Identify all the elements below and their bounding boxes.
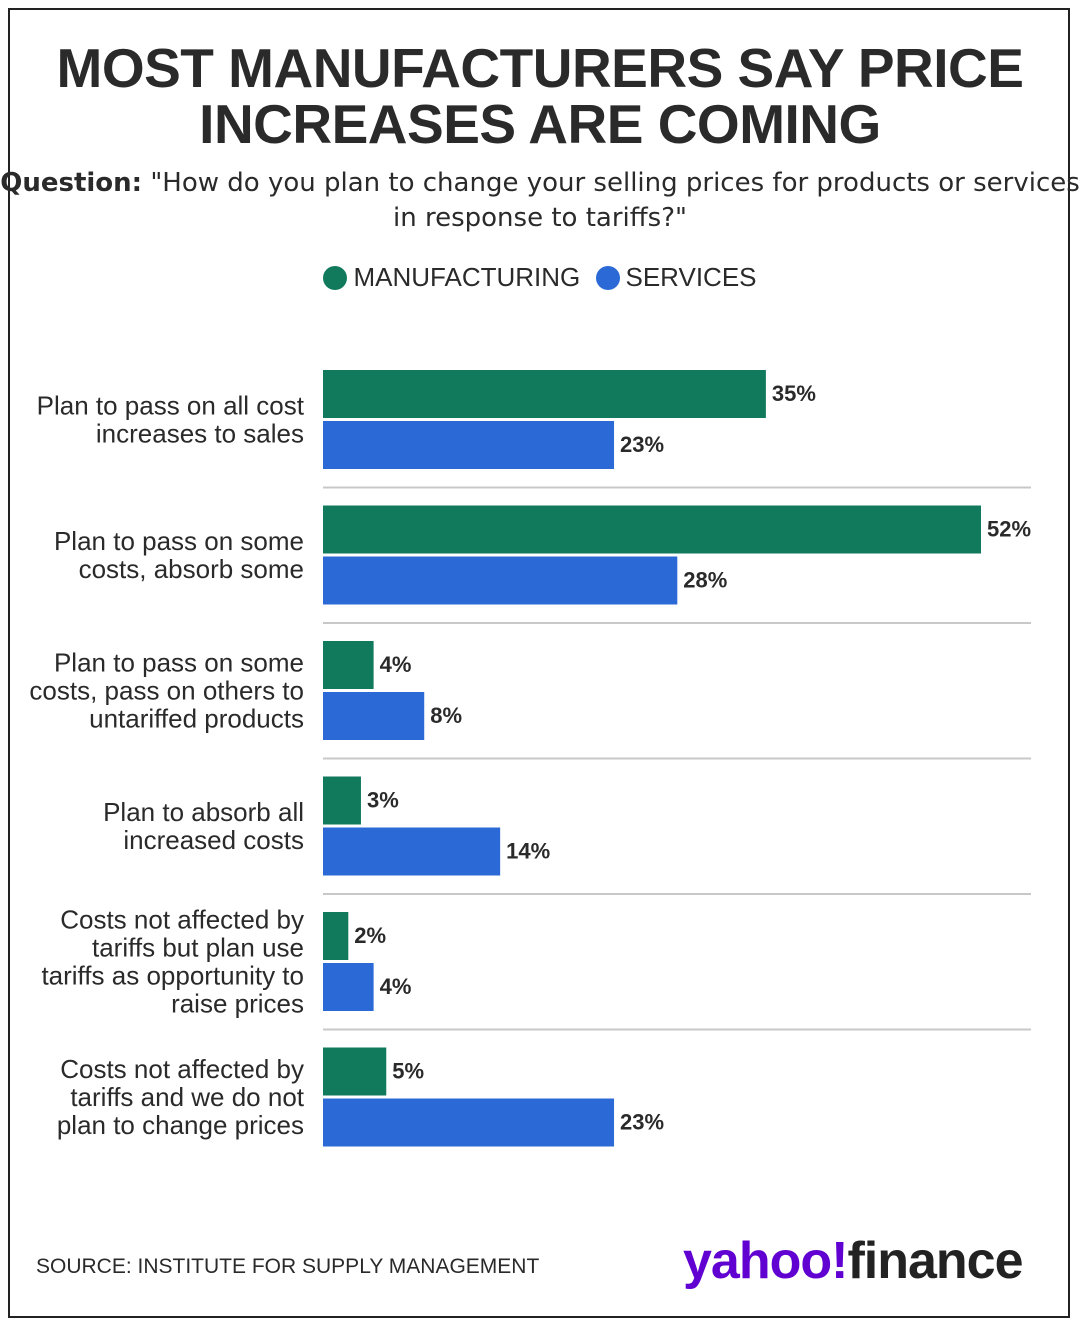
- legend-item-services: SERVICES: [595, 262, 757, 293]
- data-label: 23%: [620, 1110, 664, 1135]
- logo-yahoo: yahoo!: [683, 1232, 848, 1290]
- legend-item-manufacturing: MANUFACTURING: [323, 262, 580, 293]
- category-label: Costs not affected by: [60, 1054, 304, 1084]
- category-label: untariffed products: [89, 704, 304, 734]
- bar-manufacturing: [323, 776, 361, 825]
- chart-title-line-2: INCREASES ARE COMING: [199, 93, 881, 155]
- chart-title-line-1: MOST MANUFACTURERS SAY PRICE: [56, 37, 1024, 99]
- legend-label-services: SERVICES: [625, 262, 757, 292]
- bar-services: [323, 827, 501, 876]
- bar-services: [323, 963, 374, 1011]
- source-note: SOURCE: INSTITUTE FOR SUPPLY MANAGEMENT: [36, 1255, 540, 1278]
- question-subtitle: Question: "How do you plan to change you…: [0, 166, 1080, 236]
- category-label: plan to change prices: [57, 1110, 304, 1140]
- category-label: Plan to absorb all: [103, 797, 304, 827]
- category-label: Costs not affected by: [60, 905, 304, 935]
- question-text: "How do you plan to change your selling …: [150, 168, 1080, 233]
- bar-services: [323, 556, 678, 605]
- legend-swatch-services: [595, 265, 620, 290]
- data-label: 52%: [987, 517, 1031, 542]
- category-label: Plan to pass on some: [54, 648, 304, 678]
- data-label: 8%: [430, 703, 462, 728]
- bar-manufacturing: [323, 641, 374, 689]
- category-label: costs, absorb some: [79, 554, 304, 584]
- category-label: tariffs but plan use: [92, 933, 304, 963]
- bar-manufacturing: [323, 1047, 387, 1096]
- chart-legend: MANUFACTURING SERVICES: [0, 262, 1080, 297]
- data-label: 2%: [354, 923, 386, 948]
- data-label: 35%: [772, 381, 816, 406]
- data-label: 14%: [506, 839, 550, 864]
- bar-services: [323, 692, 425, 740]
- category-label: raise prices: [171, 989, 304, 1019]
- logo-finance: finance: [847, 1232, 1023, 1290]
- legend-swatch-manufacturing: [323, 265, 348, 290]
- bar-manufacturing: [323, 912, 349, 960]
- bar-manufacturing: [323, 505, 981, 554]
- question-label: Question:: [0, 168, 143, 198]
- category-label: Plan to pass on all cost: [37, 391, 305, 421]
- category-label: costs, pass on others to: [29, 676, 304, 706]
- category-label: tariffs and we do not: [70, 1082, 304, 1112]
- legend-label-manufacturing: MANUFACTURING: [353, 262, 581, 292]
- data-label: 28%: [683, 568, 727, 593]
- category-label: increased costs: [123, 825, 304, 855]
- data-label: 4%: [380, 974, 412, 999]
- bar-manufacturing: [323, 370, 766, 418]
- yahoo-finance-logo: yahoo!finance: [683, 1230, 1024, 1292]
- category-label: tariffs as opportunity to: [41, 961, 304, 991]
- bar-services: [323, 421, 615, 469]
- data-label: 5%: [392, 1059, 424, 1084]
- bar-services: [323, 1098, 615, 1147]
- category-label: increases to sales: [96, 419, 304, 449]
- data-label: 4%: [380, 652, 412, 677]
- chart-title: MOST MANUFACTURERS SAY PRICE INCREASES A…: [0, 40, 1080, 152]
- data-label: 23%: [620, 432, 664, 457]
- category-label: Plan to pass on some: [54, 526, 304, 556]
- data-label: 3%: [367, 788, 399, 813]
